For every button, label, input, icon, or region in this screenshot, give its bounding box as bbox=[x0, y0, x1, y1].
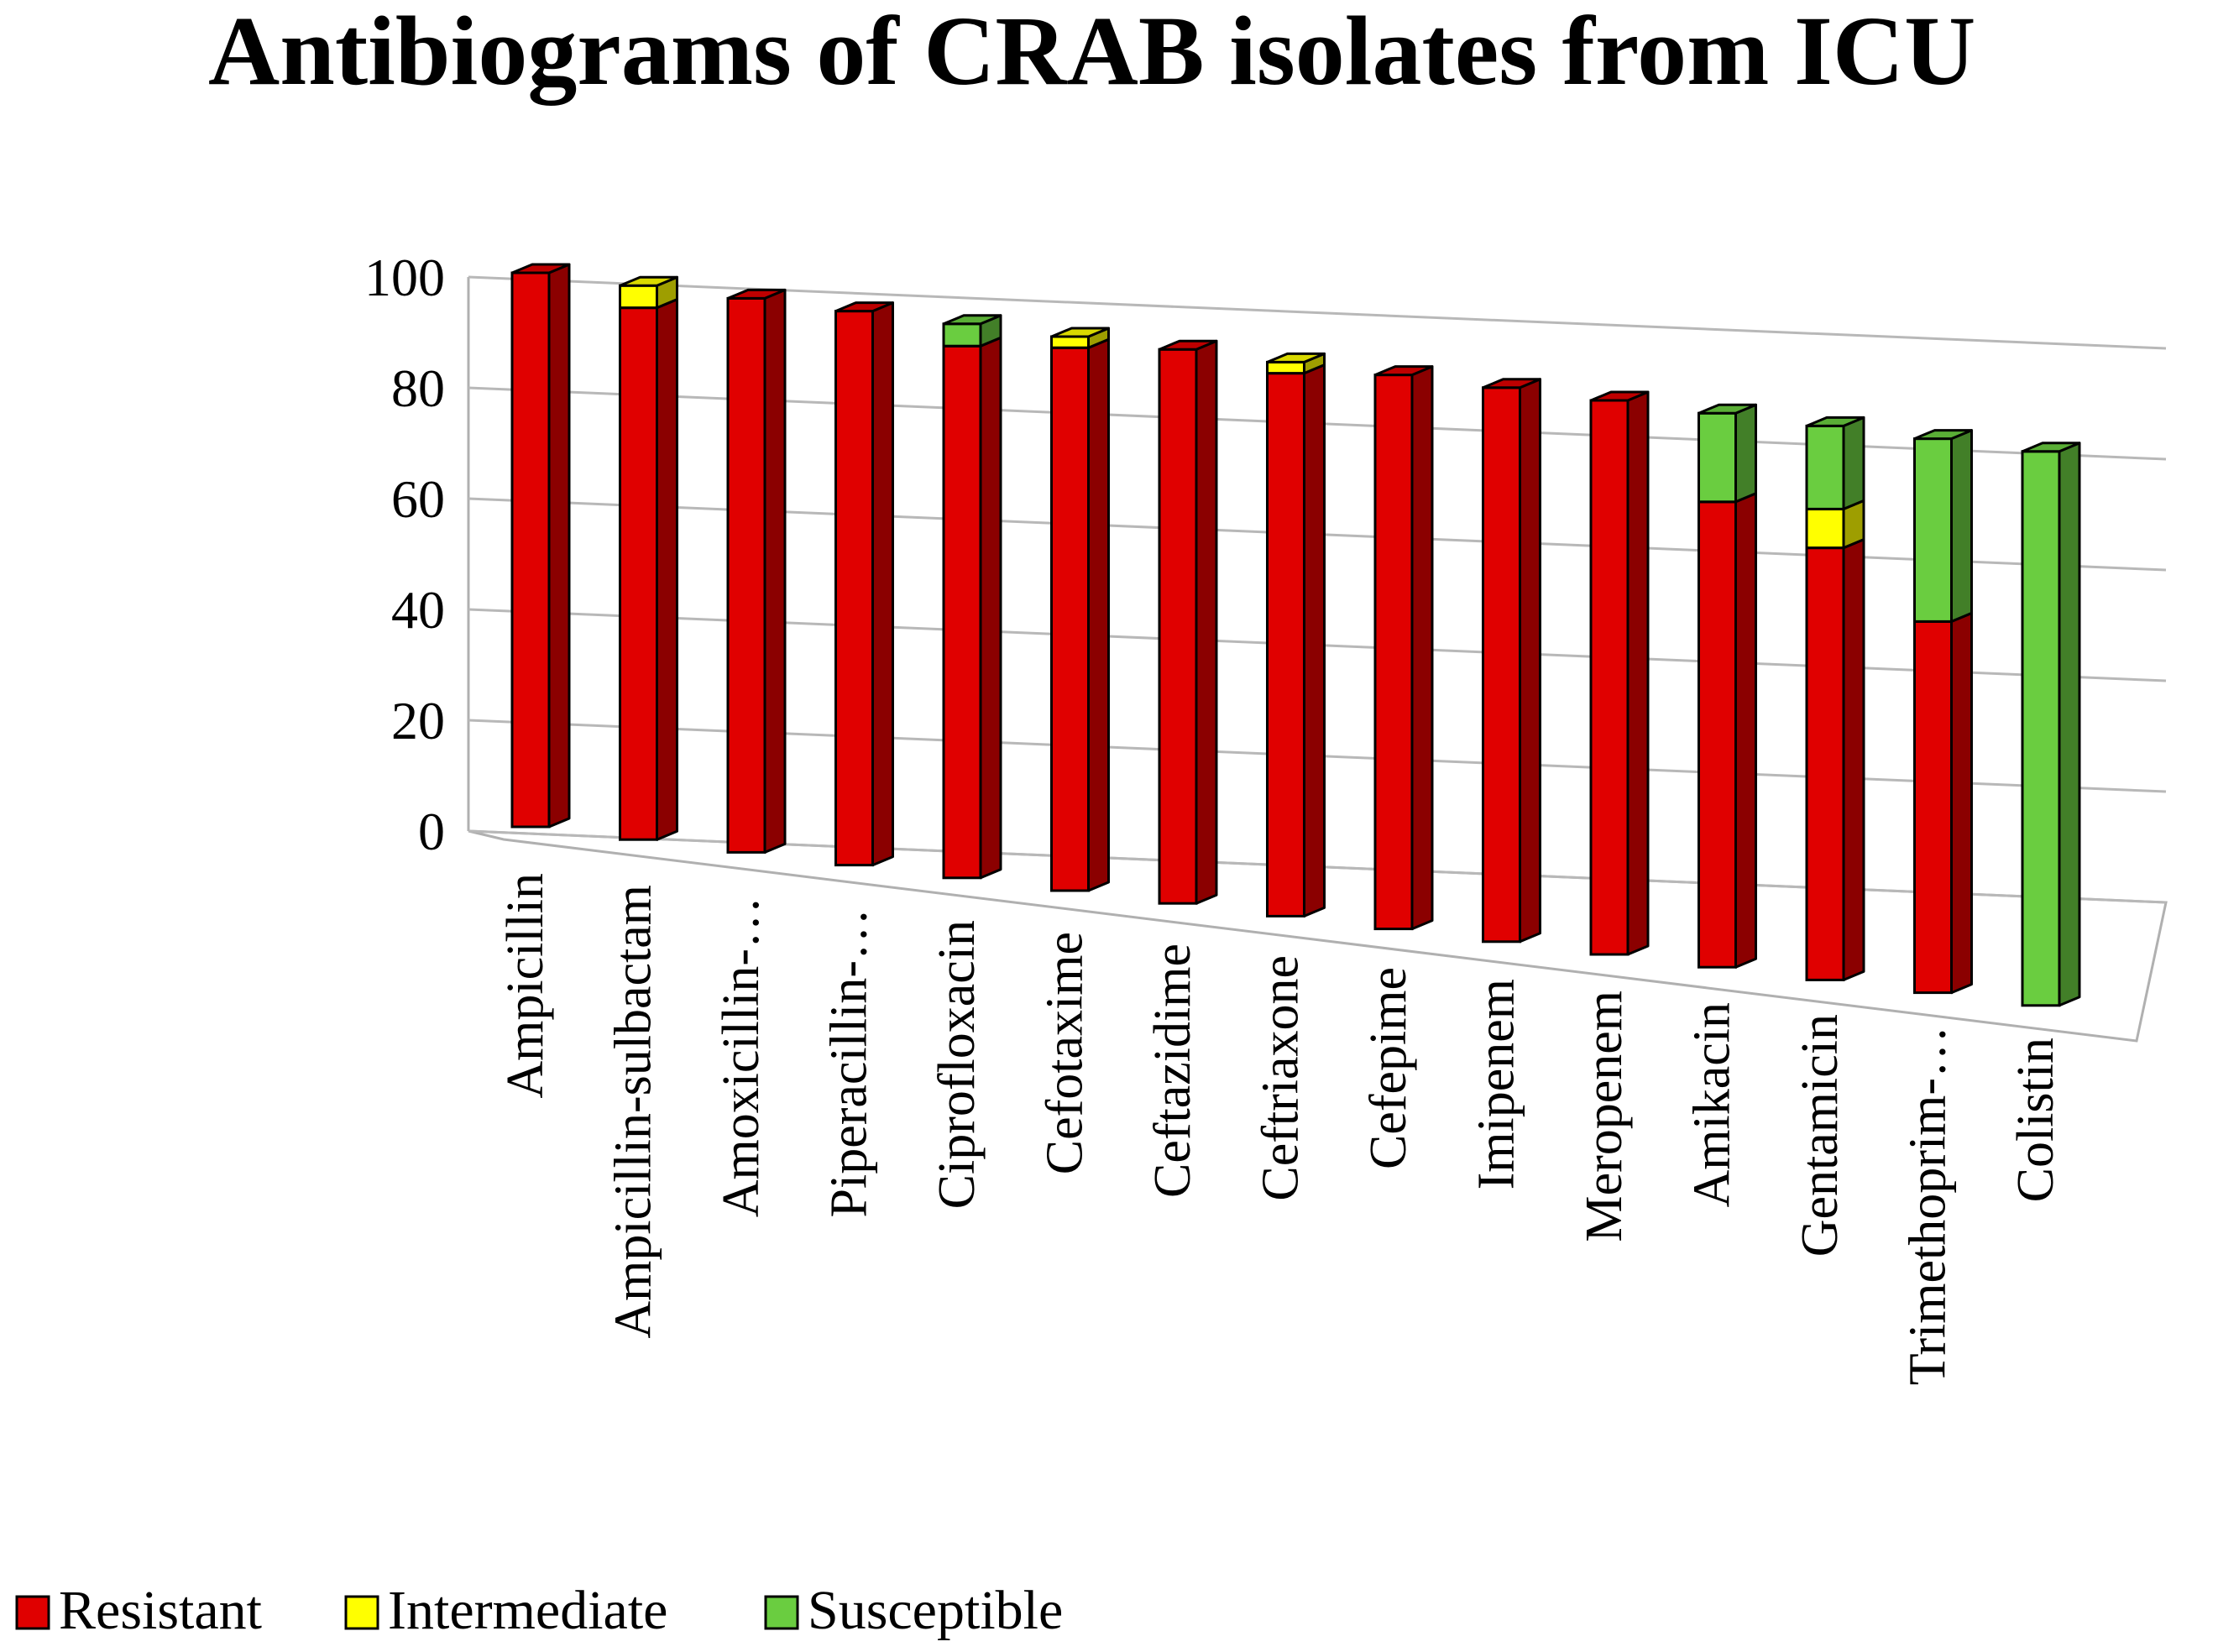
legend-item-resistant: Resistant bbox=[15, 1580, 262, 1641]
x-tick-label: Ampicillin bbox=[497, 873, 554, 1099]
x-tick-label: Amikacin bbox=[1684, 1002, 1741, 1208]
x-axis: Ampicillin Ampicillin-sulbactam Amoxicilli… bbox=[497, 873, 2064, 1385]
x-tick-label: Cefepime bbox=[1360, 967, 1417, 1169]
legend-swatch bbox=[344, 1595, 379, 1630]
x-tick-label: Trimethoprim-… bbox=[1900, 1026, 1957, 1385]
y-tick-label: 60 bbox=[391, 469, 445, 529]
y-tick-label: 40 bbox=[391, 580, 445, 640]
gridline bbox=[468, 275, 2167, 350]
bar-segment-resistant bbox=[726, 288, 787, 854]
bar-segment-resistant bbox=[619, 298, 678, 841]
x-tick-label: Gentamicin bbox=[1792, 1014, 1849, 1257]
legend-label: Susceptible bbox=[808, 1580, 1063, 1641]
y-tick-label: 80 bbox=[391, 358, 445, 418]
legend-item-susceptible: Susceptible bbox=[764, 1580, 1063, 1641]
bar-segment-resistant bbox=[1050, 337, 1110, 892]
y-axis: 0 20 40 60 80 100 bbox=[364, 248, 445, 861]
bars bbox=[510, 263, 2081, 1007]
bar-segment-susceptible bbox=[2021, 442, 2081, 1007]
bar-segment-susceptible bbox=[1805, 416, 1865, 510]
bar-segment-susceptible bbox=[942, 314, 1002, 348]
bar-segment-resistant bbox=[1589, 390, 1650, 956]
y-tick-label: 100 bbox=[364, 248, 445, 307]
bar-segment-resistant bbox=[1373, 365, 1434, 931]
bar-segment-intermediate bbox=[1050, 327, 1110, 349]
legend-label: Resistant bbox=[59, 1580, 262, 1641]
y-tick-label: 0 bbox=[418, 802, 445, 861]
x-tick-label: Amoxicillin-… bbox=[713, 897, 770, 1217]
bar-segment-resistant bbox=[834, 301, 894, 867]
bar-segment-resistant bbox=[1158, 339, 1218, 905]
x-tick-label: Colistin bbox=[2007, 1038, 2064, 1202]
x-tick-label: Piperacillin-… bbox=[821, 908, 878, 1217]
bar-segment-susceptible bbox=[1698, 403, 1757, 504]
y-tick-label: 20 bbox=[391, 691, 445, 750]
bar-segment-intermediate bbox=[1266, 352, 1326, 375]
bar-segment-resistant bbox=[1913, 611, 1973, 995]
legend-swatch bbox=[764, 1595, 799, 1630]
x-tick-label: Meropenem bbox=[1576, 991, 1633, 1242]
bar-segment-resistant bbox=[1698, 492, 1757, 969]
bar-segment-resistant bbox=[510, 263, 571, 829]
x-tick-label: Ceftriaxone bbox=[1253, 955, 1310, 1201]
x-tick-label: Ampicillin-sulbactam bbox=[605, 885, 662, 1339]
x-tick-label: Cefotaxime bbox=[1037, 932, 1094, 1174]
chart-title: Antibiograms of CRAB isolates from ICU bbox=[208, 0, 1975, 106]
legend: Resistant Intermediate Susceptible bbox=[15, 1580, 1063, 1641]
bar-segment-resistant bbox=[1266, 363, 1326, 917]
bar-segment-resistant bbox=[1805, 538, 1865, 981]
x-tick-label: Ciprofloxacin bbox=[929, 920, 986, 1209]
bar-segment-resistant bbox=[942, 336, 1002, 880]
bar-segment-resistant bbox=[1482, 378, 1541, 944]
legend-label: Intermediate bbox=[388, 1580, 667, 1641]
bar-segment-intermediate bbox=[619, 275, 678, 310]
legend-swatch bbox=[15, 1595, 50, 1630]
x-tick-label: Ceftazidime bbox=[1144, 944, 1201, 1198]
bar-segment-susceptible bbox=[1913, 429, 1973, 623]
legend-item-intermediate: Intermediate bbox=[344, 1580, 667, 1641]
x-tick-label: Imipenem bbox=[1468, 979, 1525, 1189]
